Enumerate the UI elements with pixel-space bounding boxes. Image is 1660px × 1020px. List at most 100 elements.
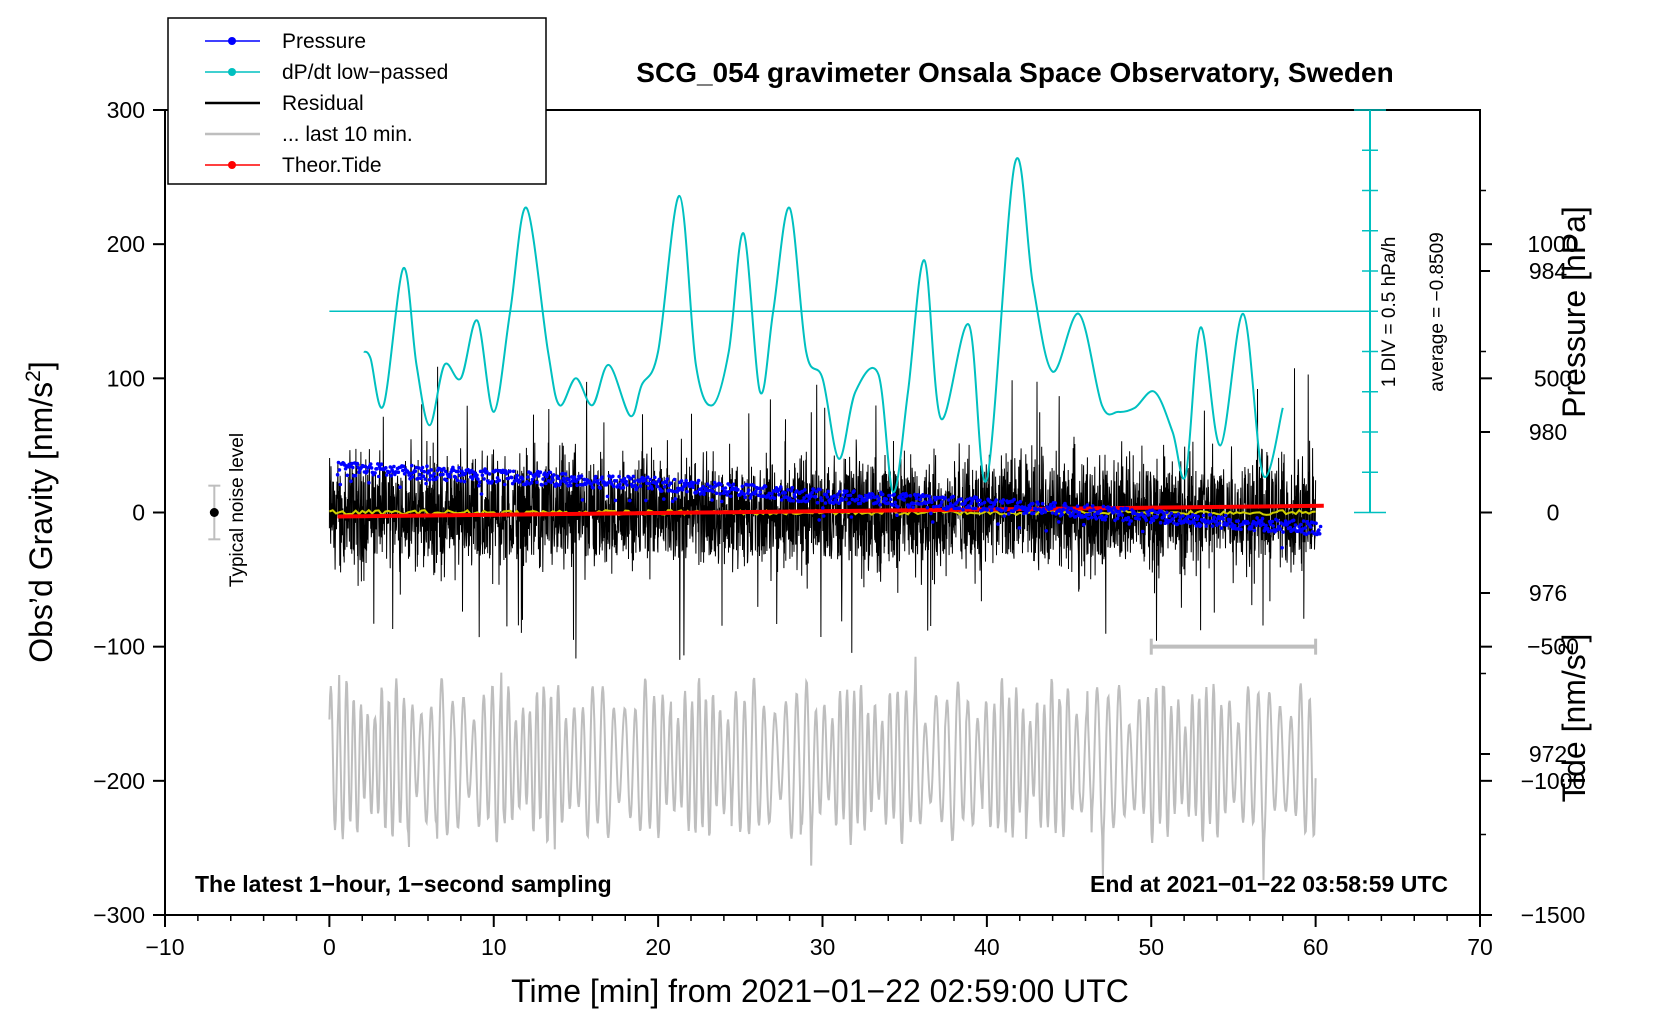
tide-axis-title-main: Tide [nm/s: [1556, 654, 1592, 802]
pressure-point: [999, 508, 1004, 513]
pressure-point: [836, 492, 840, 497]
tide-axis-title-end: ]: [1556, 634, 1592, 643]
pressure-point: [1127, 522, 1132, 526]
pressure-point: [978, 498, 982, 503]
pressure-point: [779, 498, 784, 502]
pressure-point: [832, 494, 837, 498]
pressure-point: [777, 492, 781, 497]
y-axis-title-end: ]: [23, 361, 59, 370]
pressure-point: [503, 469, 508, 473]
pressure-point: [384, 473, 389, 477]
pressure-point: [1260, 516, 1265, 521]
pressure-point: [1155, 514, 1159, 519]
pressure-point: [556, 476, 561, 481]
pressure-point: [644, 498, 648, 503]
pressure-point: [1087, 512, 1091, 517]
pressure-point: [930, 500, 934, 505]
pressure-point: [1017, 526, 1022, 530]
note-sampling: The latest 1−hour, 1−second sampling: [195, 871, 612, 897]
pressure-point: [402, 472, 407, 476]
pressure-point: [554, 482, 559, 486]
pressure-point: [725, 493, 729, 497]
pressure-point: [1195, 517, 1199, 522]
pressure-point: [611, 474, 615, 479]
pressure-point: [1072, 508, 1076, 513]
pressure-point: [487, 472, 492, 476]
pressure-point: [911, 505, 915, 510]
pressure-point: [1271, 524, 1275, 528]
pressure-point: [1233, 524, 1237, 528]
pressure-point: [1208, 513, 1213, 517]
pressure-point: [926, 500, 931, 505]
pressure-point: [1053, 501, 1057, 505]
pressure-point: [336, 460, 341, 465]
pressure-point: [1016, 505, 1021, 509]
pressure-point: [1281, 530, 1285, 534]
pressure-point: [828, 500, 832, 505]
pressure-point: [480, 473, 485, 478]
pressure-point: [1094, 517, 1099, 521]
pressure-point: [724, 490, 729, 494]
pressure-point: [695, 490, 699, 494]
pressure-point: [754, 489, 758, 494]
pressure-point: [996, 522, 1000, 526]
series-last-10min-line: [328, 656, 1317, 881]
pressure-point: [841, 493, 846, 497]
pressure-point: [552, 473, 556, 477]
pressure-point: [417, 466, 421, 470]
pressure-point: [1115, 516, 1120, 521]
pressure-point: [770, 492, 774, 496]
pressure-point: [1165, 510, 1169, 515]
pressure-point: [621, 485, 626, 490]
tide-tick-label: 1000: [1527, 231, 1578, 257]
pressure-point: [1270, 519, 1275, 524]
pressure-point: [567, 477, 571, 482]
pressure-point: [645, 481, 649, 486]
pressure-point: [1264, 523, 1268, 528]
pressure-point: [989, 500, 993, 505]
pressure-point: [384, 466, 388, 470]
pressure-point: [1148, 508, 1152, 513]
pressure-point: [1307, 531, 1311, 535]
legend-marker: [228, 161, 236, 169]
pressure-point: [855, 497, 860, 502]
pressure-tick-label: 976: [1529, 580, 1567, 606]
pressure-point: [1199, 523, 1203, 527]
pressure-point: [665, 477, 670, 481]
pressure-point: [513, 479, 518, 483]
pressure-point: [544, 481, 548, 486]
pressure-point: [901, 492, 905, 496]
pressure-point: [456, 469, 461, 474]
pressure-point: [457, 466, 461, 470]
pressure-point: [536, 474, 541, 478]
noise-level-label: Typical noise level: [227, 433, 248, 587]
pressure-point: [834, 500, 838, 504]
pressure-point: [1012, 497, 1016, 502]
pressure-point: [611, 484, 616, 489]
pressure-point: [1006, 512, 1011, 516]
pressure-point: [896, 505, 900, 509]
pressure-point: [373, 471, 377, 475]
tide-axis-title-sup: 2: [1555, 643, 1578, 655]
pressure-point: [1090, 515, 1094, 520]
pressure-point: [401, 464, 406, 469]
legend-label: Theor.Tide: [282, 154, 382, 177]
pressure-point: [1031, 511, 1036, 516]
pressure-point: [427, 477, 432, 482]
pressure-point: [805, 499, 810, 503]
pressure-point: [1192, 521, 1197, 525]
pressure-point: [419, 468, 424, 473]
pressure-point: [871, 492, 875, 497]
pressure-point: [1129, 519, 1133, 523]
pressure-point: [435, 475, 439, 480]
pressure-point: [708, 484, 712, 489]
pressure-point: [867, 492, 872, 496]
pressure-point: [669, 481, 673, 486]
pressure-point: [455, 478, 460, 483]
pressure-point: [968, 496, 973, 501]
pressure-point: [1317, 532, 1322, 536]
pressure-point: [387, 470, 392, 474]
pressure-point: [617, 474, 621, 479]
pressure-point: [920, 501, 924, 506]
pressure-point: [416, 476, 420, 481]
